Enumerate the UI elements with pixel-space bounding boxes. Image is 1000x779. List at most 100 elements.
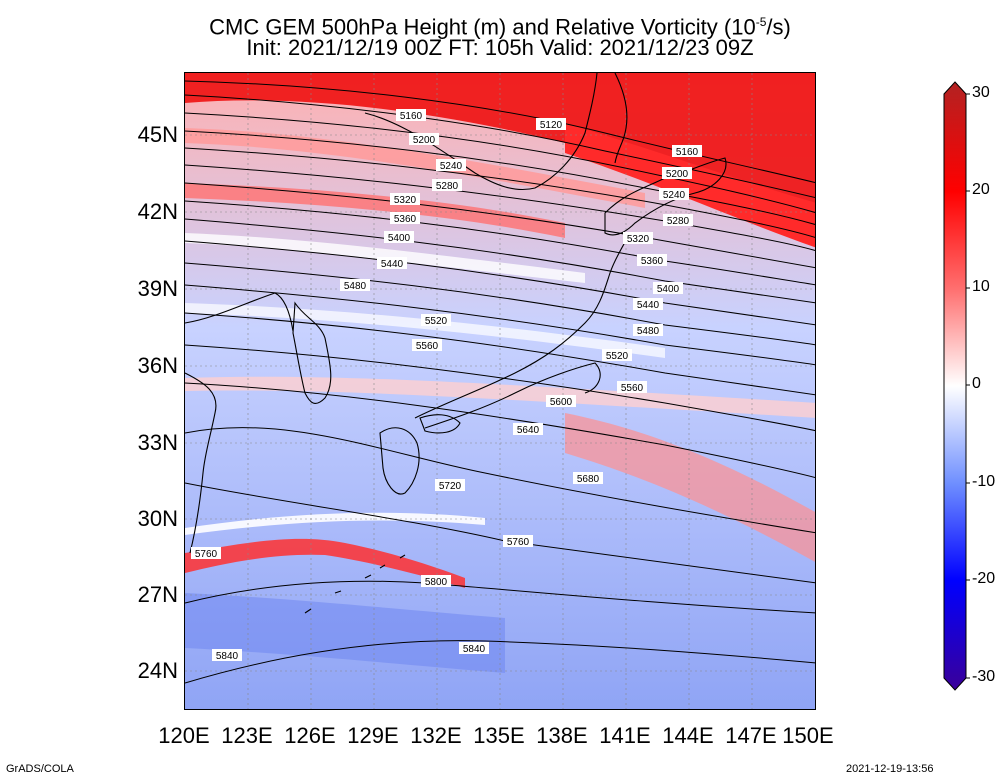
svg-text:5200: 5200 [413,135,436,146]
lon-label-120e: 120E [158,723,210,748]
vorticity-band-ne [565,123,815,248]
honshu-coast [414,232,631,419]
kyushu-coast [379,427,420,495]
colorbar-label-10: 10 [972,278,990,295]
footer-software: GrADS/COLA [6,763,74,775]
contour-labels: 5120 5160 5200 5240 5280 5320 5360 5400 … [191,109,702,662]
lat-label-39n: 39N [137,276,178,301]
height-contours [185,80,815,684]
shikoku-coast [419,414,461,434]
svg-text:5480: 5480 [637,326,660,337]
lon-label-138e: 138E [536,723,588,748]
vorticity-map: 5120 5160 5200 5240 5280 5320 5360 5400 … [184,72,816,710]
svg-text:5560: 5560 [416,341,439,352]
svg-text:5240: 5240 [663,190,686,201]
contour-label-5840-west: 5840 [212,649,242,662]
lat-label-45n: 45N [137,122,178,147]
svg-text:5200: 5200 [666,169,689,180]
korea-coast [292,301,332,404]
colorbar-label-30: 30 [972,84,990,101]
svg-text:5840: 5840 [216,651,239,662]
contour-label-5400: 5400 [384,231,414,244]
svg-text:5520: 5520 [606,351,629,362]
svg-text:5160: 5160 [676,147,699,158]
contour-label-5120: 5120 [536,118,566,131]
lat-label-27n: 27N [137,582,178,607]
svg-text:5480: 5480 [344,281,367,292]
contour-label-5560: 5560 [412,339,442,352]
map-title-line2: Init: 2021/12/19 00Z FT: 105h Valid: 202… [246,35,754,60]
contour-label-5480: 5480 [340,279,370,292]
svg-text:5120: 5120 [540,120,563,131]
svg-text:5520: 5520 [425,316,448,327]
contour-label-5360-east: 5360 [637,254,667,267]
vorticity-low-band [185,593,505,673]
svg-text:5320: 5320 [627,234,650,245]
contour-label-5280: 5280 [432,179,462,192]
contour-label-5320-east: 5320 [623,232,653,245]
svg-text:5800: 5800 [425,577,448,588]
contour-label-5520-east: 5520 [602,349,632,362]
svg-text:5280: 5280 [667,216,690,227]
lon-label-141e: 141E [599,723,651,748]
lon-label-150e: 150E [782,723,834,748]
footer-timestamp: 2021-12-19-13:56 [846,763,934,775]
contour-label-5480-east: 5480 [633,324,663,337]
lat-label-42n: 42N [137,199,178,224]
contour-label-5680: 5680 [573,472,603,485]
lon-label-147e: 147E [725,723,777,748]
lat-label-30n: 30N [137,506,178,531]
lat-label-24n: 24N [137,658,178,683]
lon-label-144e: 144E [662,723,714,748]
contour-label-5600: 5600 [546,395,576,408]
contour-label-5520: 5520 [421,314,451,327]
contour-label-5200-east: 5200 [662,167,692,180]
contour-label-5200: 5200 [409,133,439,146]
contour-label-5240-east: 5240 [659,188,689,201]
svg-text:5280: 5280 [436,181,459,192]
contour-label-5280-east: 5280 [663,214,693,227]
contour-label-5720: 5720 [435,479,465,492]
contour-label-5360: 5360 [390,212,420,225]
contour-label-5160: 5160 [396,109,426,122]
contour-label-5320: 5320 [390,193,420,206]
contour-label-5640: 5640 [513,423,543,436]
contour-label-5440-east: 5440 [633,298,663,311]
ryukyu-islands [304,554,406,614]
svg-text:5640: 5640 [517,425,540,436]
svg-text:5320: 5320 [394,195,417,206]
contour-label-5760: 5760 [503,535,533,548]
svg-text:5680: 5680 [577,474,600,485]
colorbar-label-0: 0 [972,375,981,392]
colorbar-label-20: 20 [972,181,990,198]
svg-text:5760: 5760 [195,549,218,560]
contour-label-5240: 5240 [436,159,466,172]
lon-label-123e: 123E [221,723,273,748]
contour-label-5840: 5840 [459,642,489,655]
map-canvas: 5120 5160 5200 5240 5280 5320 5360 5400 … [185,73,815,709]
svg-text:5400: 5400 [657,284,680,295]
coastlines [185,73,727,614]
lon-label-135e: 135E [473,723,525,748]
svg-text:5400: 5400 [388,233,411,244]
lat-label-33n: 33N [137,430,178,455]
svg-text:5440: 5440 [637,300,660,311]
svg-text:5760: 5760 [507,537,530,548]
svg-text:5360: 5360 [394,214,417,225]
svg-text:5160: 5160 [400,111,423,122]
lat-lon-grid [185,73,815,709]
vorticity-band-north [185,73,815,243]
svg-text:5360: 5360 [641,256,664,267]
contour-label-5400-east: 5400 [653,282,683,295]
contour-label-5760-west: 5760 [191,547,221,560]
lon-label-126e: 126E [284,723,336,748]
contour-label-5160-east: 5160 [672,145,702,158]
svg-text:5600: 5600 [550,397,573,408]
svg-text:5440: 5440 [381,259,404,270]
colorbar-label-neg10: -10 [972,473,996,490]
svg-text:5720: 5720 [439,481,462,492]
map-title-line1: CMC GEM 500hPa Height (m) and Relative V… [209,14,791,40]
svg-text:5840: 5840 [463,644,486,655]
lon-label-132e: 132E [410,723,462,748]
hokkaido-coast [604,157,727,236]
